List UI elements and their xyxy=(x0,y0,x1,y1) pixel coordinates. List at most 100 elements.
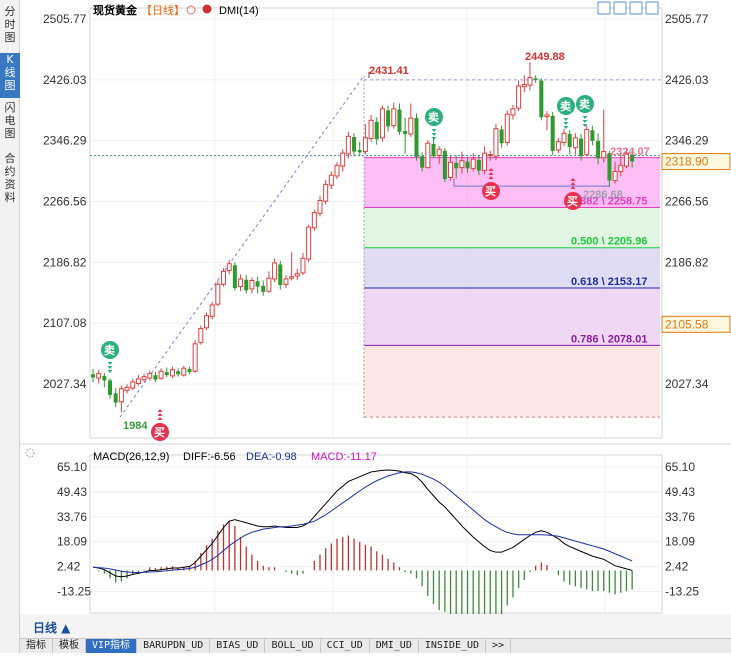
fib-zone-4 xyxy=(364,345,660,418)
candle-body-down xyxy=(403,130,408,135)
candle-body-down xyxy=(153,375,158,380)
candle-body-up xyxy=(272,262,278,280)
macd-tick-right: 33.76 xyxy=(665,510,695,524)
candle-body-up xyxy=(226,263,232,272)
price-tick-left: 2107.08 xyxy=(43,316,87,330)
move-icon[interactable] xyxy=(597,1,611,15)
candle-body-up xyxy=(612,170,618,182)
candle-body-up xyxy=(436,148,442,156)
signal-arrow xyxy=(570,186,576,189)
candle-body-up xyxy=(487,154,493,157)
price-tick-right: 2186.82 xyxy=(665,255,709,269)
tab-4[interactable]: BIAS_UD xyxy=(210,639,266,653)
candle-body-up xyxy=(482,152,488,172)
sidebar-item-2[interactable]: 闪 电 图 xyxy=(4,101,16,140)
fit-icon[interactable] xyxy=(645,1,659,15)
tab-0[interactable]: 指标 xyxy=(20,639,53,653)
tab-2[interactable]: VIP指标 xyxy=(86,639,138,653)
candle-body-up xyxy=(283,278,289,285)
candle-body-down xyxy=(278,264,283,286)
sell-signal-marker xyxy=(425,108,443,126)
candle-body-down xyxy=(533,78,538,80)
candle-body-up xyxy=(306,226,312,260)
candle-body-up xyxy=(425,142,431,169)
price-tag-box xyxy=(661,315,731,333)
signal-arrow xyxy=(488,176,494,179)
candle-body-up xyxy=(510,108,516,116)
alert-icon[interactable] xyxy=(202,4,212,14)
buy-signal-marker xyxy=(482,182,500,200)
signal-arrow xyxy=(488,168,494,171)
candle-body-up xyxy=(135,378,141,384)
candle-body-down xyxy=(539,80,544,118)
signal-arrow xyxy=(107,370,113,373)
sell-signal-marker xyxy=(557,97,575,115)
sell-signal-marker xyxy=(576,95,594,113)
candle-body-down xyxy=(442,150,447,180)
fib-label-3: 0.786 \ 2078.01 xyxy=(571,333,647,345)
tab-8[interactable]: INSIDE_UD xyxy=(419,639,487,653)
candle-body-up xyxy=(340,152,346,167)
price-tick-right: 2027.34 xyxy=(665,377,709,391)
candle-body-up xyxy=(169,369,175,377)
signal-arrow xyxy=(157,409,163,412)
toolbar xyxy=(597,1,659,15)
macd-panel-frame xyxy=(89,454,663,614)
tab-5[interactable]: BOLL_UD xyxy=(265,639,321,653)
sell-signal-marker xyxy=(101,341,119,359)
fib-label-0: 0.382 \ 2258.75 xyxy=(571,195,647,207)
candle-body-down xyxy=(187,369,192,373)
candle-body-down xyxy=(465,161,470,169)
zoom-out-icon[interactable] xyxy=(629,1,643,15)
candle-body-up xyxy=(147,373,153,379)
macd-title: MACD(26,12,9) xyxy=(93,451,169,463)
candle-body-up xyxy=(459,160,465,169)
diff-line xyxy=(92,469,633,578)
signal-arrow xyxy=(107,366,113,369)
candle-body-down xyxy=(397,109,402,132)
price-tick-left: 2027.34 xyxy=(43,377,87,391)
signal-arrow xyxy=(107,362,113,365)
candle-body-up xyxy=(323,183,329,202)
tab-6[interactable]: CCI_UD xyxy=(321,639,370,653)
sidebar-item-1[interactable]: K 线 图 xyxy=(0,53,20,98)
tab-1[interactable]: 模板 xyxy=(53,639,86,653)
candle-body-down xyxy=(244,279,249,291)
symbol-title: 现货黄金 xyxy=(93,3,138,17)
candle-body-down xyxy=(550,115,555,151)
price-tag-alt: 2105.58 xyxy=(665,317,709,331)
sidebar-item-0[interactable]: 分 时 图 xyxy=(4,5,16,44)
candle-body-up xyxy=(334,164,340,177)
macd-tick-right: 65.10 xyxy=(665,460,695,474)
zoom-in-icon[interactable] xyxy=(613,1,627,15)
candle-body-down xyxy=(596,140,601,159)
price-annotation: 2286.68 xyxy=(583,189,623,201)
period-button[interactable]: 日线 ▲ xyxy=(33,621,71,635)
add-icon[interactable] xyxy=(186,5,196,15)
period-tag: 【日线】 xyxy=(141,3,185,17)
signal-label: 买 xyxy=(485,185,496,198)
macd-tick-left: 2.42 xyxy=(57,560,81,574)
sidebar-item-3[interactable]: 合 约 资 料 xyxy=(4,152,16,204)
candle-body-down xyxy=(261,285,266,292)
candle-body-down xyxy=(499,129,504,144)
candle-body-up xyxy=(300,257,306,274)
price-tick-right: 2346.29 xyxy=(665,134,709,148)
tab-3[interactable]: BARUPDN_UD xyxy=(137,639,211,653)
left-sidebar: 分 时 图 K 线 图闪 电 图合 约 资 料 xyxy=(0,0,20,653)
indicator-name: DMI(14) xyxy=(219,5,259,17)
signal-arrow xyxy=(563,122,569,125)
fib-zone-1 xyxy=(364,207,660,248)
candle-body-up xyxy=(504,113,510,143)
tab-9[interactable]: >> xyxy=(486,639,512,653)
candle-body-down xyxy=(414,118,419,157)
fib-zone-3 xyxy=(364,288,660,346)
fib-label-2: 0.618 \ 2153.17 xyxy=(571,276,647,288)
candles-layer xyxy=(91,62,635,413)
candle-body-down xyxy=(113,393,118,403)
settings-icon[interactable] xyxy=(25,448,35,458)
box-line xyxy=(453,178,610,187)
tab-7[interactable]: DMI_UD xyxy=(370,639,419,653)
